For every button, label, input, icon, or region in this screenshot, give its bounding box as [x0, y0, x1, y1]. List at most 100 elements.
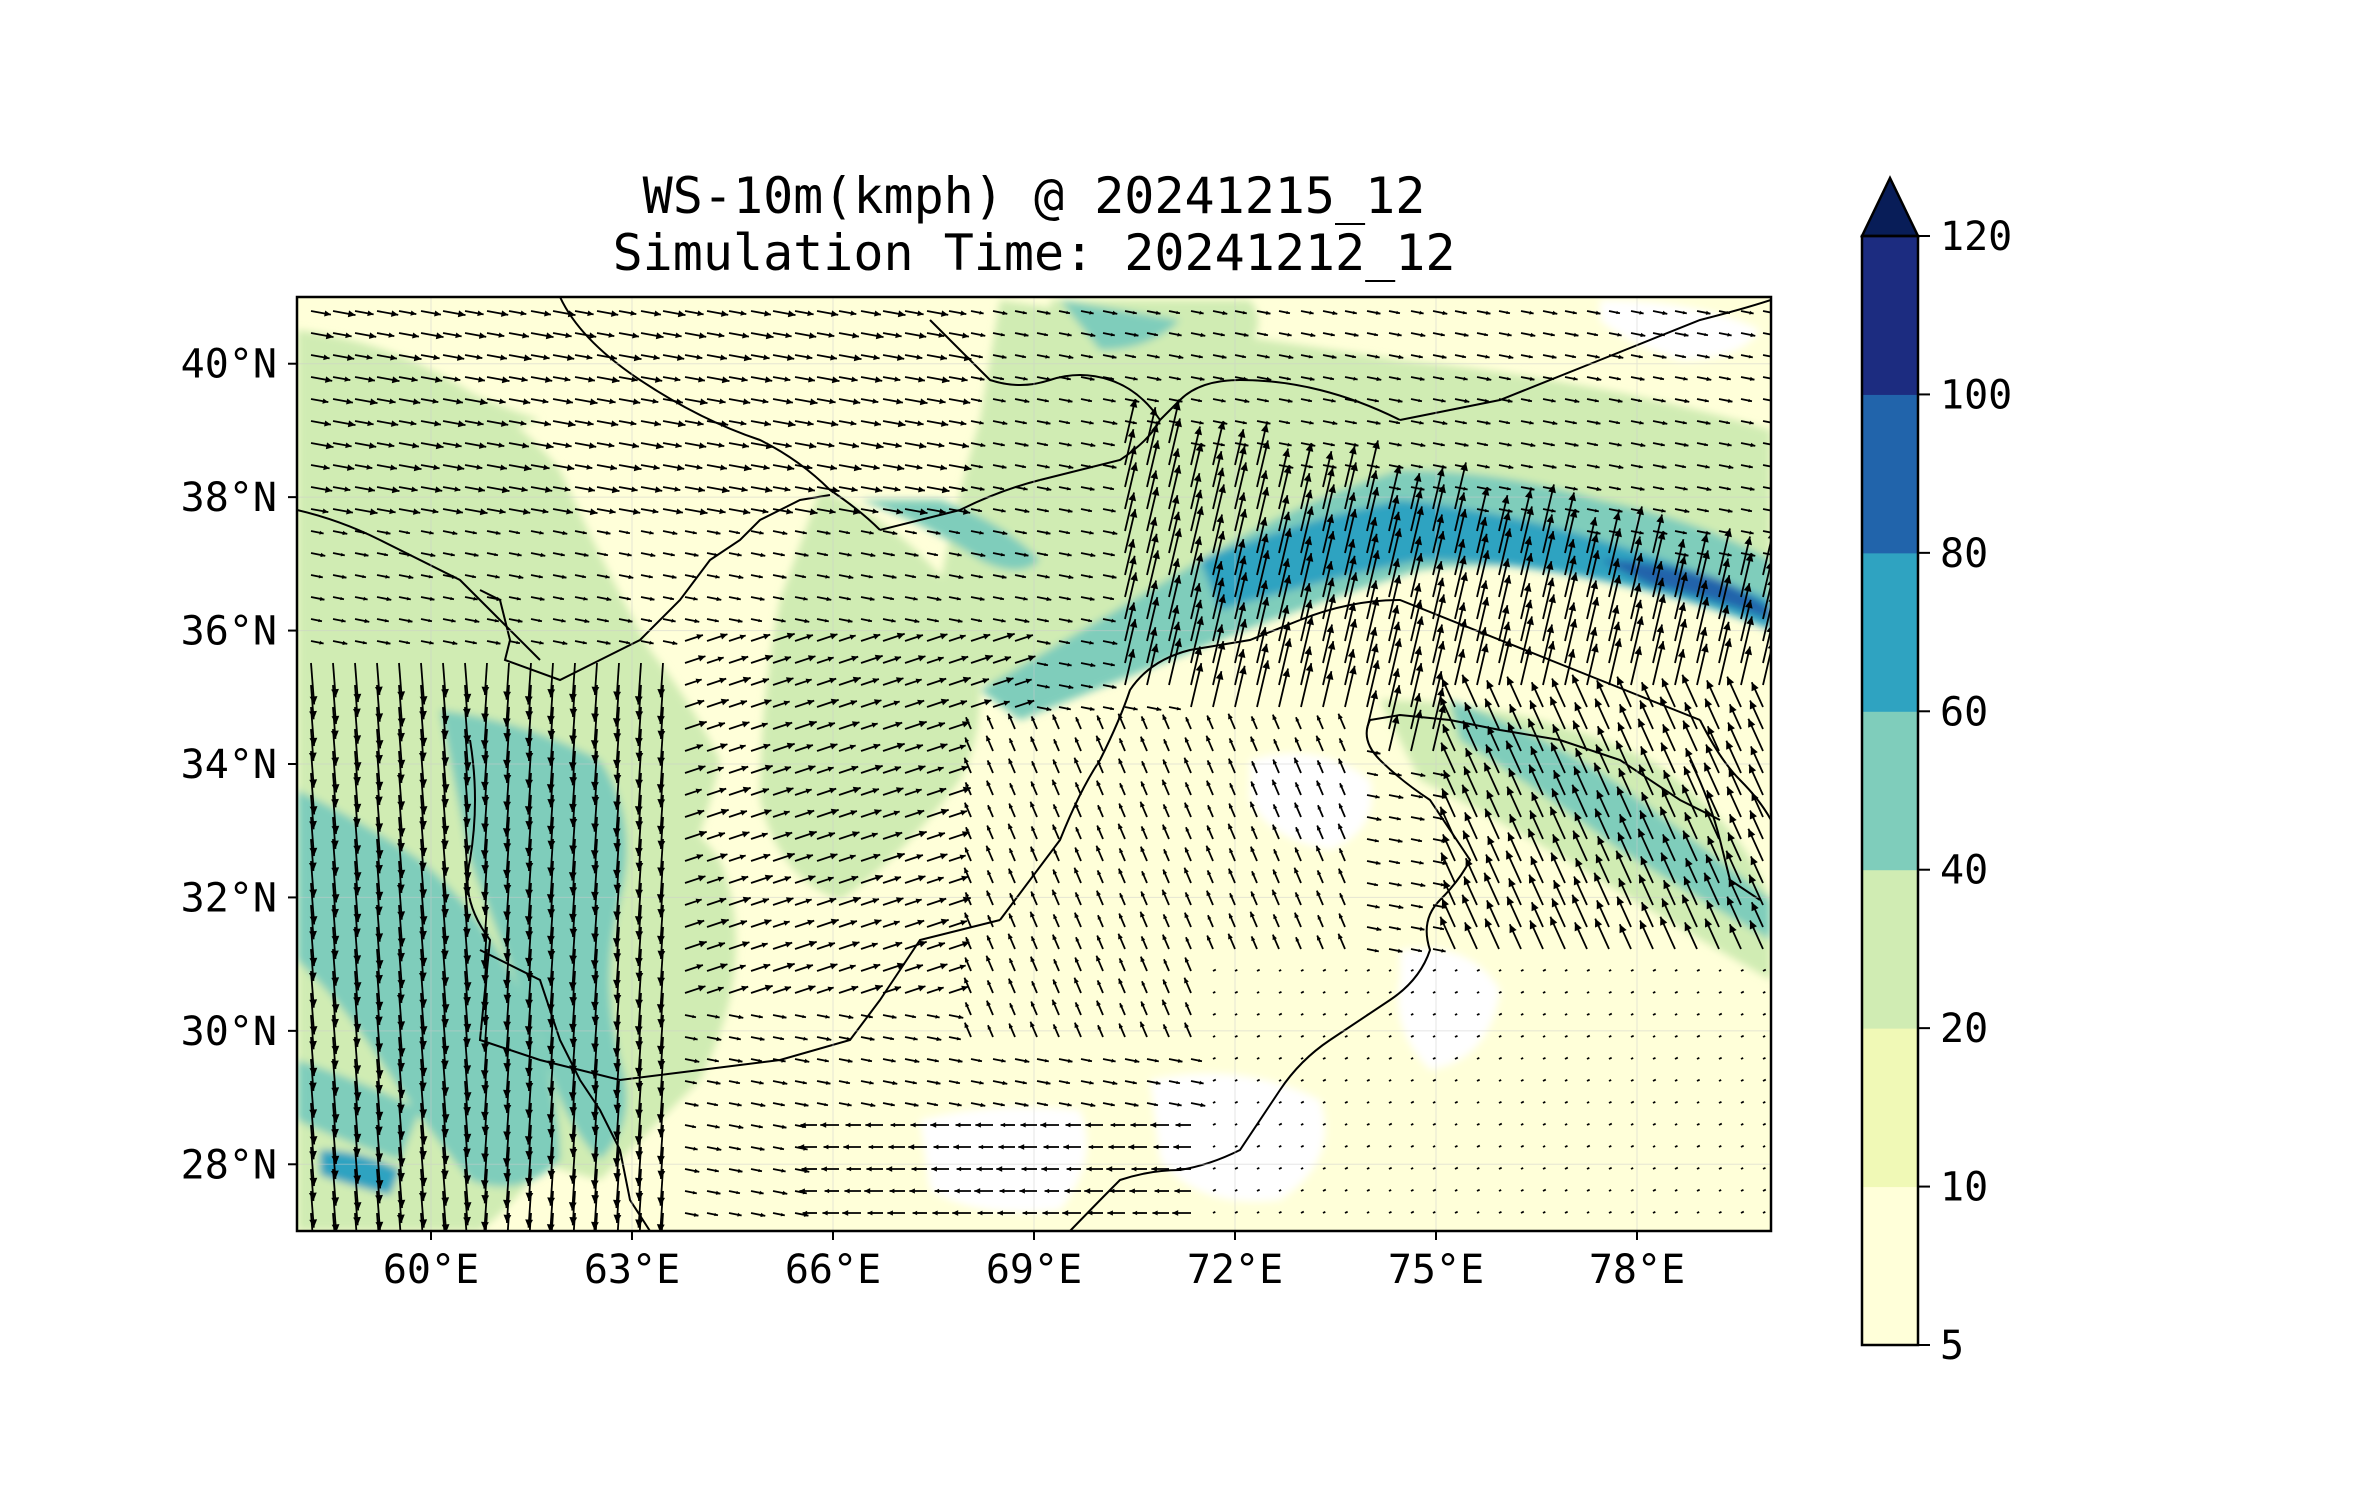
wind-arrow-head [1306, 506, 1314, 516]
wind-arrow-head [741, 721, 750, 728]
wind-arrow-head [1198, 398, 1202, 403]
wind-arrow-head [606, 596, 612, 602]
wind-arrow-head [391, 376, 400, 384]
wind-arrow [1234, 1123, 1238, 1126]
wind-arrow [1498, 969, 1502, 972]
wind-arrow-head [1194, 426, 1203, 436]
wind-arrow-head [1481, 643, 1489, 653]
wind-arrow-head [1701, 533, 1709, 543]
wind-arrow-head [784, 376, 791, 382]
wind-arrow-head [1053, 739, 1058, 744]
wind-arrow-head [1727, 332, 1732, 337]
wind-arrow [1278, 990, 1282, 994]
wind-arrow-head [1460, 572, 1468, 582]
wind-arrow-head [498, 332, 505, 338]
wind-arrow-head [917, 875, 926, 882]
wind-arrow-head [1150, 1122, 1157, 1128]
wind-arrow-head [1206, 825, 1212, 831]
wind-arrow-head [1617, 676, 1625, 686]
wind-arrow-head [1110, 596, 1114, 601]
wind-arrow-head [961, 765, 969, 772]
wind-arrow-head [1616, 740, 1624, 750]
wind-arrow [1322, 1056, 1326, 1060]
wind-arrow-head [1507, 398, 1513, 403]
wind-arrow [1762, 332, 1771, 336]
wind-arrow [1762, 1122, 1767, 1126]
wind-arrow-head [1027, 699, 1035, 706]
wind-arrow-head [1027, 655, 1036, 662]
wind-arrow-head [736, 1146, 741, 1151]
wind-arrow-head [1067, 1058, 1073, 1063]
wind-arrow-head [319, 596, 325, 601]
wind-arrow-head [1162, 759, 1168, 765]
wind-arrow-head [1393, 621, 1401, 631]
wind-arrow-head [1176, 1080, 1180, 1085]
wind-arrow-head [1393, 685, 1402, 694]
wind-arrow-head [1008, 913, 1014, 919]
wind-arrow-head [1044, 332, 1048, 337]
wind-arrow-head [1618, 878, 1626, 888]
wind-arrow-head [1638, 828, 1646, 838]
wind-arrow [1476, 968, 1481, 972]
wind-arrow-head [1068, 574, 1074, 580]
wind-arrow-head [1152, 440, 1160, 450]
wind-arrow-head [1729, 924, 1737, 934]
wind-arrow [1256, 1101, 1260, 1104]
wind-arrow-head [1678, 602, 1687, 612]
wind-arrow-head [1441, 398, 1446, 403]
wind-arrow-head [324, 376, 333, 383]
wind-arrow-head [1162, 889, 1167, 896]
wind-arrow-head [1195, 663, 1204, 672]
wind-arrow-head [978, 508, 982, 513]
wind-arrow-head [1529, 700, 1537, 710]
wind-arrow-head [676, 508, 683, 515]
wind-arrow-head [385, 640, 391, 645]
wind-arrow-head [452, 640, 458, 646]
wind-arrow-head [1617, 508, 1623, 513]
wind-arrow-head [1066, 530, 1070, 535]
wind-arrow-head [1184, 867, 1189, 874]
wind-arrow-head [1393, 465, 1402, 474]
wind-arrow-head [1684, 702, 1692, 712]
wind-arrow [1652, 1056, 1656, 1060]
wind-arrow-head [873, 853, 881, 860]
wind-arrow-head [1463, 720, 1471, 730]
wind-arrow-head [961, 376, 968, 383]
wind-arrow-head [1484, 442, 1488, 447]
wind-arrow-head [851, 875, 859, 882]
wind-arrow-head [956, 1080, 960, 1085]
wind-arrow-head [1528, 828, 1536, 838]
wind-arrow [1762, 1078, 1767, 1082]
wind-arrow-head [1375, 794, 1380, 799]
wind-arrow-head [1660, 332, 1665, 337]
wind-arrow-head [1635, 599, 1643, 609]
wind-arrow-head [720, 354, 727, 361]
wind-arrow-head [1177, 332, 1182, 337]
wind-arrow-head [1194, 646, 1203, 656]
wind-arrow-head [340, 552, 345, 557]
wind-arrow [1388, 1122, 1393, 1126]
wind-arrow [1630, 1123, 1634, 1126]
wind-arrow [1740, 1100, 1745, 1104]
map-title-line-2: Simulation Time: 20241212_12 [613, 224, 1456, 282]
wind-arrow-head [1633, 583, 1642, 592]
wind-arrow-head [1592, 550, 1600, 560]
wind-arrow-head [413, 354, 422, 362]
wind-arrow-head [1052, 824, 1057, 831]
wind-arrow-head [1088, 618, 1092, 623]
wind-arrow-head [1745, 553, 1754, 562]
wind-arrow-head [939, 398, 946, 405]
wind-arrow-head [1163, 739, 1168, 744]
wind-arrow-head [1067, 662, 1072, 667]
wind-arrow-head [957, 1102, 962, 1107]
wind-arrow-head [957, 1058, 963, 1063]
wind-arrow-head [808, 486, 815, 493]
wind-arrow-head [412, 398, 421, 405]
wind-arrow-head [1162, 999, 1167, 1006]
wind-arrow-head [604, 552, 608, 557]
wind-arrow-head [1484, 872, 1492, 882]
wind-arrow-head [1088, 398, 1092, 403]
wind-arrow [1256, 1078, 1261, 1082]
wind-arrow-head [1726, 850, 1734, 860]
wind-arrow-head [1397, 332, 1402, 337]
